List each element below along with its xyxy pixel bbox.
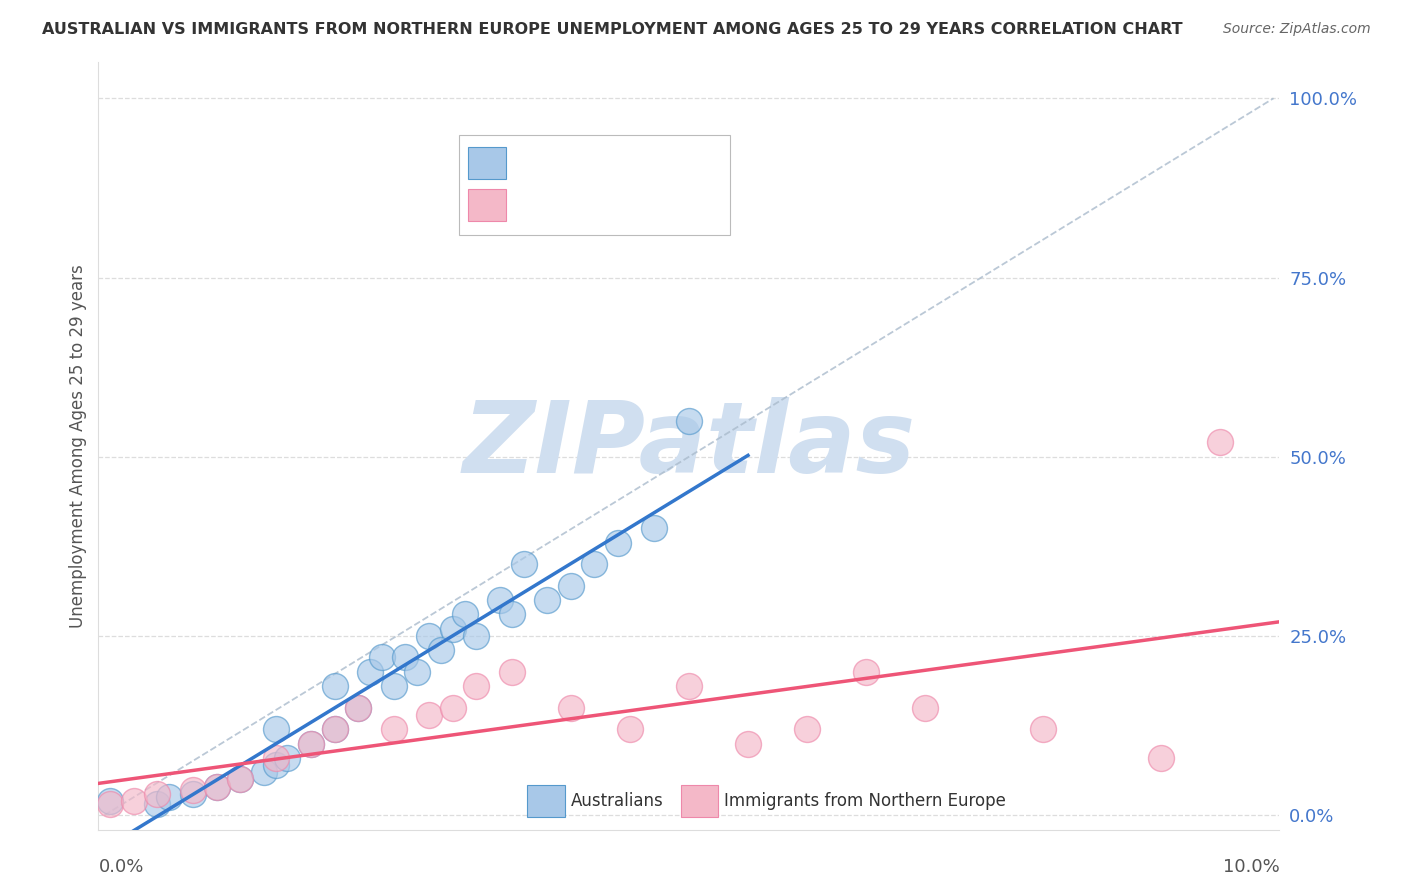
- Point: [181, 787, 204, 801]
- Point: [643, 521, 665, 535]
- Point: [441, 622, 464, 636]
- Text: 10.0%: 10.0%: [1223, 858, 1279, 876]
- Point: [418, 707, 440, 722]
- Point: [229, 772, 252, 787]
- Text: Source: ZipAtlas.com: Source: ZipAtlas.com: [1223, 22, 1371, 37]
- Point: [122, 794, 145, 808]
- Point: [1032, 722, 1054, 736]
- Point: [299, 737, 322, 751]
- Point: [855, 665, 877, 679]
- Point: [1150, 751, 1173, 765]
- Point: [583, 558, 606, 572]
- Point: [619, 722, 641, 736]
- FancyBboxPatch shape: [468, 147, 506, 179]
- Point: [501, 665, 523, 679]
- Point: [157, 790, 180, 805]
- Point: [406, 665, 429, 679]
- Text: 0.0%: 0.0%: [98, 858, 143, 876]
- Point: [371, 650, 394, 665]
- Point: [430, 643, 453, 657]
- FancyBboxPatch shape: [468, 189, 506, 221]
- Point: [347, 700, 370, 714]
- Point: [98, 794, 121, 808]
- Text: Immigrants from Northern Europe: Immigrants from Northern Europe: [724, 792, 1007, 810]
- FancyBboxPatch shape: [458, 136, 730, 235]
- Point: [299, 737, 322, 751]
- Point: [264, 751, 287, 765]
- Point: [253, 765, 276, 780]
- Text: Australians: Australians: [571, 792, 664, 810]
- Point: [453, 607, 475, 622]
- FancyBboxPatch shape: [527, 785, 565, 817]
- Point: [914, 700, 936, 714]
- Point: [264, 758, 287, 772]
- Point: [1209, 435, 1232, 450]
- Point: [98, 797, 121, 812]
- Point: [205, 780, 228, 794]
- Point: [678, 414, 700, 428]
- FancyBboxPatch shape: [681, 785, 718, 817]
- Point: [796, 722, 818, 736]
- Point: [394, 650, 416, 665]
- Point: [323, 679, 346, 693]
- Text: AUSTRALIAN VS IMMIGRANTS FROM NORTHERN EUROPE UNEMPLOYMENT AMONG AGES 25 TO 29 Y: AUSTRALIAN VS IMMIGRANTS FROM NORTHERN E…: [42, 22, 1182, 37]
- Point: [418, 629, 440, 643]
- Point: [501, 607, 523, 622]
- Point: [382, 722, 405, 736]
- Point: [229, 772, 252, 787]
- Point: [465, 679, 488, 693]
- Point: [560, 579, 582, 593]
- Point: [536, 593, 558, 607]
- Point: [382, 679, 405, 693]
- Point: [181, 783, 204, 797]
- Point: [323, 722, 346, 736]
- Text: ZIPatlas: ZIPatlas: [463, 398, 915, 494]
- Text: R = 0.699   N = 33: R = 0.699 N = 33: [513, 154, 683, 172]
- Point: [489, 593, 512, 607]
- Point: [146, 787, 169, 801]
- Point: [560, 700, 582, 714]
- Point: [146, 797, 169, 812]
- Point: [205, 780, 228, 794]
- Point: [465, 629, 488, 643]
- Point: [264, 722, 287, 736]
- Point: [359, 665, 381, 679]
- Point: [323, 722, 346, 736]
- Point: [737, 737, 759, 751]
- Point: [607, 536, 630, 550]
- Point: [276, 751, 298, 765]
- Point: [347, 700, 370, 714]
- Point: [441, 700, 464, 714]
- Point: [678, 679, 700, 693]
- Point: [512, 558, 534, 572]
- Y-axis label: Unemployment Among Ages 25 to 29 years: Unemployment Among Ages 25 to 29 years: [69, 264, 87, 628]
- Text: R = 0.536   N = 25: R = 0.536 N = 25: [513, 196, 683, 214]
